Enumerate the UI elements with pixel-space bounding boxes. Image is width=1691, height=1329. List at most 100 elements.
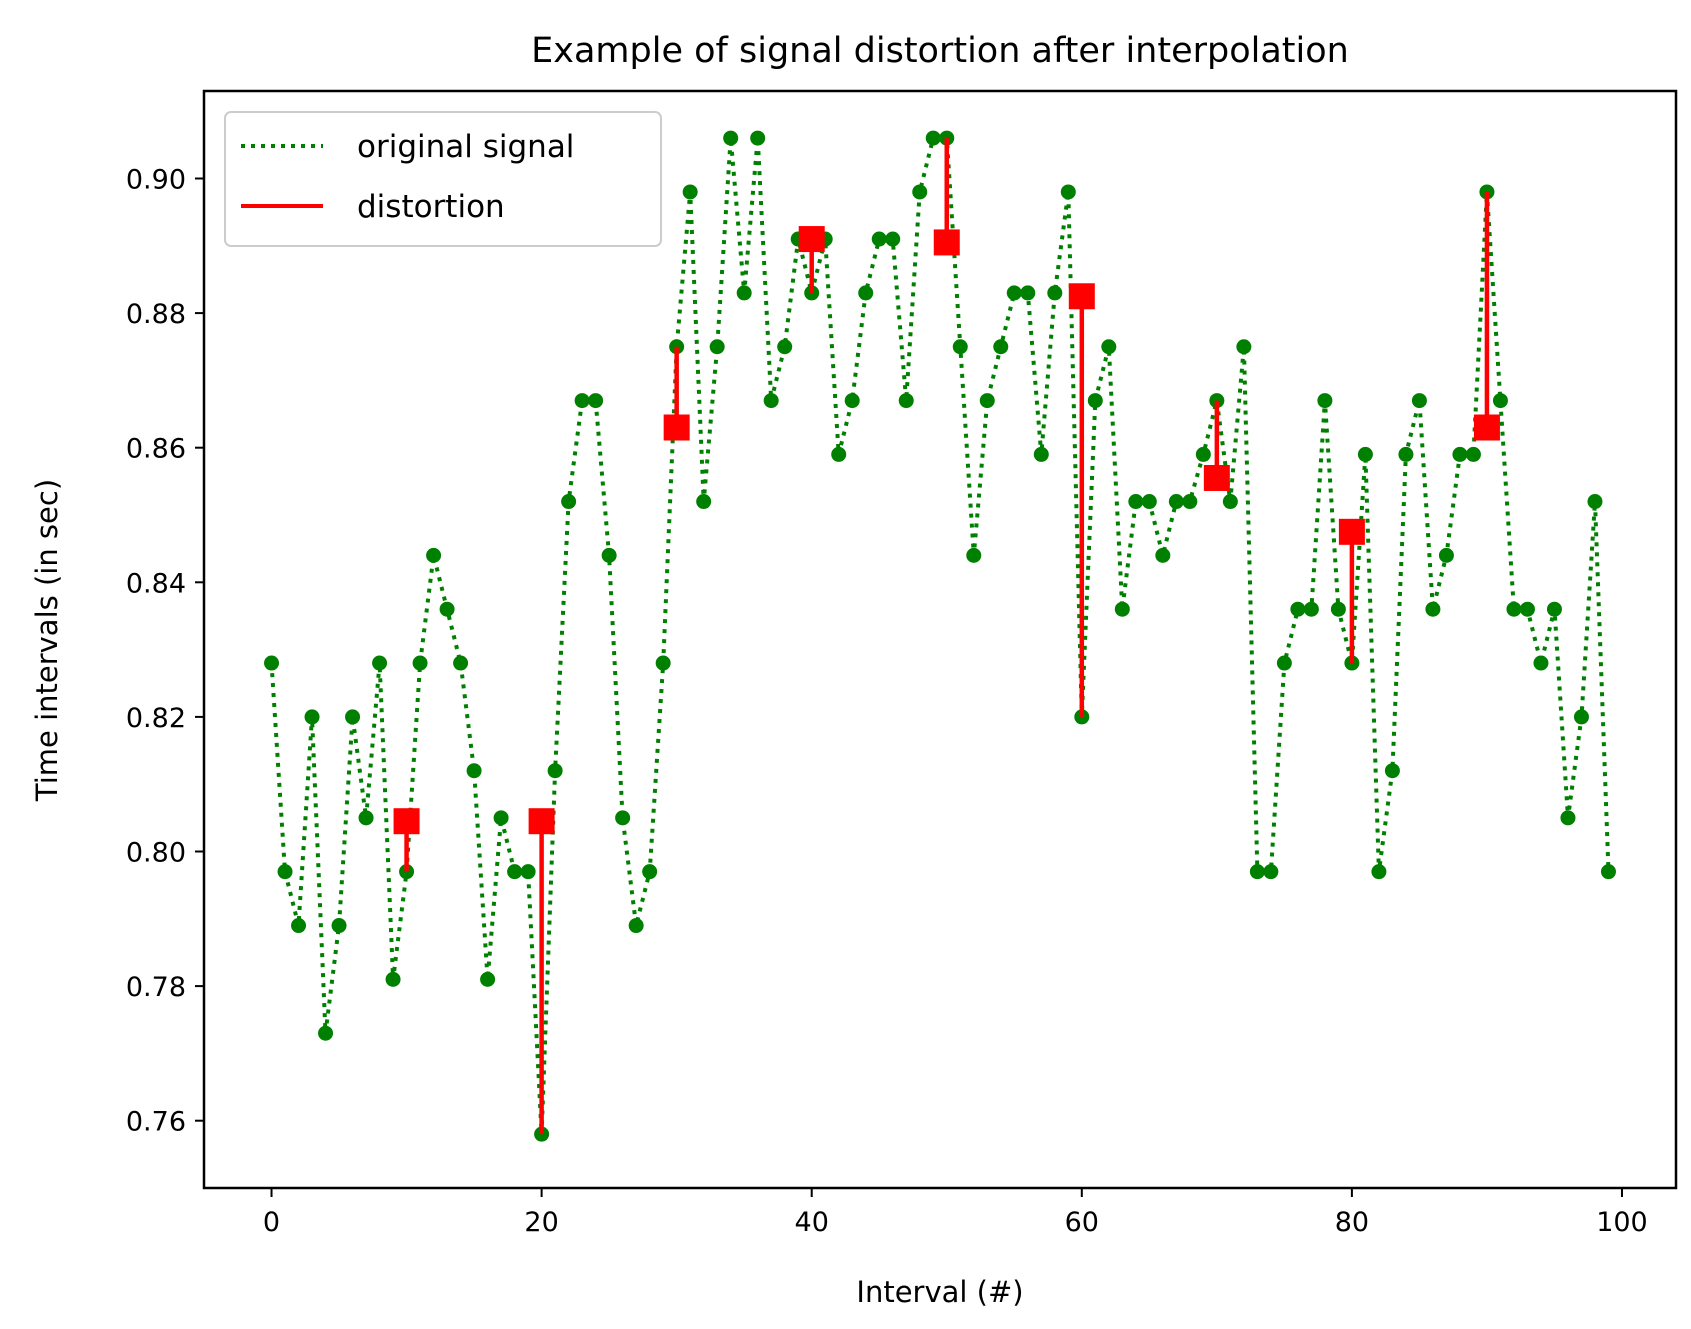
distortion-marker [663, 414, 690, 441]
signal-point [1033, 446, 1049, 462]
signal-point [264, 655, 280, 671]
y-tick-label: 0.88 [126, 299, 186, 330]
signal-point [358, 810, 374, 826]
x-tick-label: 80 [1335, 1207, 1369, 1238]
signal-point [1047, 285, 1063, 301]
signal-point [642, 864, 658, 880]
signal-point [1600, 864, 1616, 880]
axes: 0 20 40 60 80 100 0.76 0.78 0.80 0.82 0.84 0.86 0.88… [126, 89, 1678, 1238]
signal-point [318, 1025, 334, 1041]
y-tick-label: 0.78 [126, 972, 186, 1003]
signal-point [736, 285, 752, 301]
y-tick-label: 0.90 [126, 164, 186, 195]
signal-point [925, 130, 941, 146]
x-tick-label: 40 [795, 1207, 829, 1238]
signal-point [723, 130, 739, 146]
signal-point [1087, 393, 1103, 409]
signal-point [1384, 763, 1400, 779]
signal-point [628, 918, 644, 934]
signal-point [372, 655, 388, 671]
signal-point [1452, 446, 1468, 462]
y-tick-label: 0.80 [126, 837, 186, 868]
legend-distortion-label: distortion [357, 189, 505, 225]
x-tick-label: 20 [524, 1207, 558, 1238]
signal-point [871, 231, 887, 247]
plot-area [264, 130, 1616, 1142]
signal-point [561, 494, 577, 510]
x-tick-label: 60 [1065, 1207, 1099, 1238]
signal-point [493, 810, 509, 826]
signal-point [1114, 601, 1130, 617]
distortion-marker [798, 226, 825, 253]
signal-point [1155, 547, 1171, 563]
signal-point [1236, 339, 1252, 355]
signal-point [547, 763, 563, 779]
distortion-marker [933, 229, 960, 256]
y-axis-title: Time intervals (in sec) [30, 479, 64, 802]
signal-point [1222, 494, 1238, 510]
signal-point [1465, 446, 1481, 462]
y-tick-label: 0.84 [126, 568, 186, 599]
signal-point [466, 763, 482, 779]
signal-point [1371, 864, 1387, 880]
signal-point [1182, 494, 1198, 510]
signal-point [682, 184, 698, 200]
signal-point [291, 918, 307, 934]
signal-point [1249, 864, 1265, 880]
signal-point [574, 393, 590, 409]
y-tick-label: 0.82 [126, 703, 186, 734]
signal-point [1195, 446, 1211, 462]
signal-point [453, 655, 469, 671]
signal-point [615, 810, 631, 826]
signal-point [277, 864, 293, 880]
signal-point [1533, 655, 1549, 671]
distortion-marker [1203, 464, 1230, 491]
signal-point [709, 339, 725, 355]
signal-point [1357, 446, 1373, 462]
legend-signal-label: original signal [357, 129, 574, 165]
signal-point [750, 130, 766, 146]
distortion-marker [1338, 518, 1365, 545]
signal-point [1398, 446, 1414, 462]
distortion-marker [393, 808, 420, 835]
signal-point [777, 339, 793, 355]
signal-point [1587, 494, 1603, 510]
signal-point [1303, 601, 1319, 617]
signal-point [966, 547, 982, 563]
signal-point [952, 339, 968, 355]
signal-point [844, 393, 860, 409]
signal-point [480, 971, 496, 987]
signal-point [1168, 494, 1184, 510]
chart-title: Example of signal distortion after inter… [531, 31, 1349, 71]
y-tick-label: 0.86 [126, 434, 186, 465]
signal-point [979, 393, 995, 409]
signal-point [331, 918, 347, 934]
signal-point [912, 184, 928, 200]
signal-point [696, 494, 712, 510]
signal-point [1411, 393, 1427, 409]
signal-point [345, 709, 361, 725]
distortion-marker [528, 808, 555, 835]
signal-point [1128, 494, 1144, 510]
legend-box [224, 111, 662, 247]
signal-point [1506, 601, 1522, 617]
signal-point [1438, 547, 1454, 563]
signal-point [1573, 709, 1589, 725]
signal-point [898, 393, 914, 409]
signal-point [763, 393, 779, 409]
signal-point [1141, 494, 1157, 510]
signal-point [655, 655, 671, 671]
signal-point [601, 547, 617, 563]
signal-point [1330, 601, 1346, 617]
signal-point [1020, 285, 1036, 301]
signal-point [1492, 393, 1508, 409]
signal-point [1263, 864, 1279, 880]
signal-point [1006, 285, 1022, 301]
signal-point [1276, 655, 1292, 671]
signal-point [1546, 601, 1562, 617]
signal-point [858, 285, 874, 301]
y-tick-label: 0.76 [126, 1107, 186, 1138]
signal-point [1425, 601, 1441, 617]
signal-point [439, 601, 455, 617]
